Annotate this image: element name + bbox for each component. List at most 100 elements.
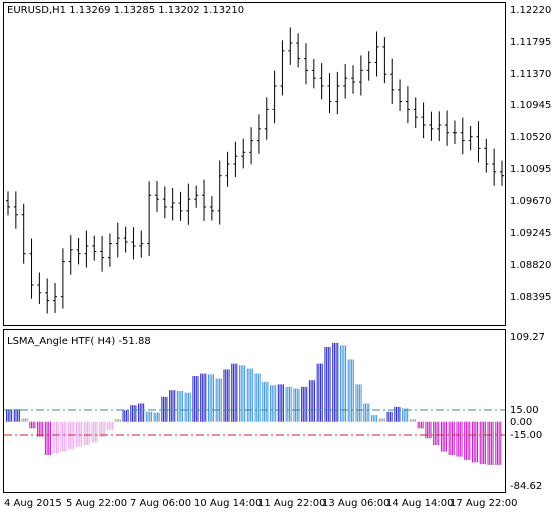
histogram-bar xyxy=(238,365,241,422)
ohlc-bar xyxy=(92,235,97,261)
histogram-bar xyxy=(312,380,314,422)
histogram-bar xyxy=(395,406,398,422)
histogram-bar xyxy=(153,412,155,422)
histogram-bar xyxy=(287,386,289,422)
histogram-bar xyxy=(26,418,28,422)
histogram-bar xyxy=(405,408,407,422)
histogram-bar xyxy=(318,363,320,422)
histogram-bar xyxy=(310,380,312,422)
histogram-bar xyxy=(355,384,357,422)
histogram-bar xyxy=(417,421,419,429)
histogram-bar xyxy=(479,421,481,465)
histogram-bar xyxy=(489,421,491,465)
histogram-bar xyxy=(471,421,474,463)
histogram-bar xyxy=(200,373,202,422)
histogram-bar xyxy=(207,374,209,422)
histogram-bar xyxy=(337,342,339,422)
price-tick: 1.11370 xyxy=(510,69,551,80)
histogram-bar xyxy=(37,421,39,437)
histogram-bar xyxy=(389,411,391,422)
histogram-bar xyxy=(169,390,171,422)
time-tick: 5 Aug 22:00 xyxy=(66,498,127,509)
histogram-bar xyxy=(259,373,261,422)
ohlc-bar xyxy=(29,238,34,299)
histogram-bar xyxy=(347,359,349,422)
histogram-bar xyxy=(220,378,222,422)
histogram-bar xyxy=(254,373,256,422)
histogram-bar xyxy=(119,419,121,422)
histogram-bar xyxy=(394,406,396,422)
histogram-bar xyxy=(40,421,42,437)
histogram-bar xyxy=(391,411,393,422)
histogram-bar xyxy=(440,421,442,452)
histogram-bar xyxy=(87,421,89,445)
histogram-bar xyxy=(145,411,147,422)
price-tick: 1.10520 xyxy=(510,132,551,143)
histogram-bar xyxy=(24,418,26,422)
histogram-bar xyxy=(201,373,203,422)
histogram-bar xyxy=(335,342,337,422)
histogram-bar xyxy=(313,380,316,422)
histogram-bar xyxy=(267,381,269,422)
price-tick: 1.08395 xyxy=(510,292,551,303)
histogram-bar xyxy=(376,415,378,422)
ohlc-bar xyxy=(468,125,473,151)
price-axis: 1.12220 1.11795 1.11370 1.10945 1.10520 … xyxy=(510,5,551,303)
histogram-bar xyxy=(63,421,65,452)
histogram-bar xyxy=(256,373,258,422)
price-tick: 1.11795 xyxy=(510,37,551,48)
ohlc-bar xyxy=(53,282,58,313)
time-tick: 10 Aug 14:00 xyxy=(194,498,261,509)
histogram-bar xyxy=(438,421,440,445)
price-window[interactable] xyxy=(3,2,506,326)
histogram-bar xyxy=(44,421,46,455)
histogram-bar xyxy=(75,421,77,447)
histogram-bar xyxy=(141,403,143,422)
histogram-bar xyxy=(420,421,423,429)
time-tick: 17 Aug 22:00 xyxy=(450,498,517,509)
histogram-bar xyxy=(496,421,499,465)
price-tick: 1.10095 xyxy=(510,164,551,175)
histogram-bar xyxy=(301,386,303,422)
histogram-bar xyxy=(228,369,230,422)
histogram-bar xyxy=(263,381,266,422)
histogram-bar xyxy=(174,390,176,422)
histogram-bar xyxy=(48,421,50,455)
histogram-bar xyxy=(102,421,104,437)
histogram-bar xyxy=(79,421,81,447)
histogram-bar xyxy=(133,405,135,422)
ohlc-bar xyxy=(170,187,175,221)
histogram-bar xyxy=(453,421,455,455)
histogram-bar xyxy=(296,388,298,422)
ohlc-bar xyxy=(194,185,199,208)
histogram-bar xyxy=(181,391,184,422)
histogram-bar xyxy=(62,421,64,452)
histogram-bar xyxy=(99,421,101,437)
ohlc-bar xyxy=(452,120,457,144)
histogram-bar xyxy=(244,365,246,422)
histogram-bar xyxy=(329,347,331,422)
time-axis: 4 Aug 2015 5 Aug 22:00 7 Aug 06:00 10 Au… xyxy=(4,498,517,509)
histogram-bar xyxy=(223,369,225,422)
ohlc-bar xyxy=(162,186,167,219)
histogram-bar xyxy=(143,403,145,422)
ohlc-bar xyxy=(123,226,128,253)
histogram-bar xyxy=(407,408,409,422)
histogram-bar xyxy=(467,421,469,460)
histogram-bar xyxy=(288,386,291,422)
ohlc-bar xyxy=(398,79,403,111)
histogram-bar xyxy=(100,421,102,437)
time-tick: 14 Aug 14:00 xyxy=(386,498,453,509)
ohlc-bar xyxy=(343,64,348,99)
histogram-bar xyxy=(11,409,13,422)
time-tick: 11 Aug 22:00 xyxy=(258,498,325,509)
histogram-bar xyxy=(30,421,33,429)
histogram-bar xyxy=(358,384,360,422)
histogram-bar xyxy=(298,388,300,422)
histogram-bar xyxy=(116,419,118,422)
value-tick: 15.00 xyxy=(510,405,539,416)
histogram-bar xyxy=(271,385,273,422)
histogram-bar xyxy=(402,408,404,422)
ohlc-bar xyxy=(131,227,136,260)
histogram-bar xyxy=(131,405,134,422)
